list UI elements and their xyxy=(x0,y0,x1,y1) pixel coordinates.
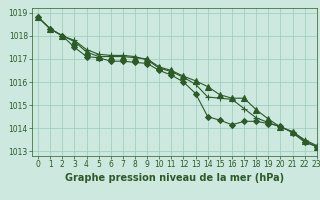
X-axis label: Graphe pression niveau de la mer (hPa): Graphe pression niveau de la mer (hPa) xyxy=(65,173,284,183)
